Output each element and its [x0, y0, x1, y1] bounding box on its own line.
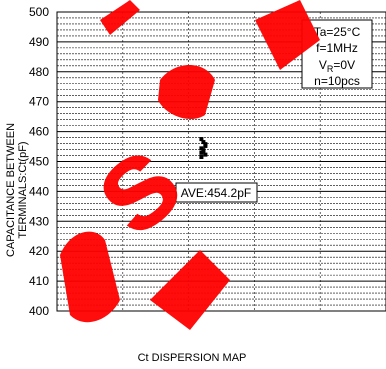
average-box: AVE:454.2pF [175, 182, 258, 203]
y-tick-label: 480 [29, 65, 49, 79]
y-tick-label: 440 [29, 184, 49, 198]
watermark-shape-lower-middle [150, 250, 230, 330]
data-points [199, 137, 208, 160]
y-axis-label-line2: TERMINALS:Ct(pF) [17, 141, 29, 238]
condition-vr-rest: =0V [333, 58, 355, 72]
data-point [201, 140, 206, 145]
data-point [199, 155, 204, 160]
y-tick-label: 490 [29, 35, 49, 49]
data-point [199, 137, 204, 142]
watermark-shape-lower-left [60, 231, 120, 323]
y-tick-label: 500 [29, 5, 49, 19]
condition-vr-sub: R [327, 64, 334, 74]
y-tick-labels: 400 410 420 430 440 450 460 470 480 490 500 [29, 5, 49, 318]
x-axis-label: Ct DISPERSION MAP [138, 352, 247, 364]
average-frame [175, 182, 258, 203]
watermark-shape-top [100, 0, 140, 35]
condition-vr: VR=0V [319, 58, 355, 74]
watermark: s [58, 0, 320, 330]
condition-vr-main: V [319, 58, 327, 72]
average-label: AVE:454.2pF [181, 186, 252, 200]
data-point [199, 150, 204, 155]
y-tick-label: 410 [29, 274, 49, 288]
data-point [201, 148, 206, 153]
y-tick-label: 400 [29, 304, 49, 318]
data-point [203, 142, 208, 147]
condition-ta: Ta=25°C [314, 25, 361, 39]
y-tick-label: 430 [29, 214, 49, 228]
data-point [203, 152, 208, 157]
condition-count: n=10pcs [314, 74, 360, 88]
condition-frequency: f=1MHz [316, 41, 358, 55]
plot-frame [56, 11, 386, 312]
y-tick-label: 470 [29, 95, 49, 109]
y-tick-label: 420 [29, 244, 49, 258]
watermark-shape-center [158, 65, 215, 120]
watermark-shape-upper-right [255, 0, 320, 70]
y-tick-label: 450 [29, 155, 49, 169]
y-tick-label: 460 [29, 125, 49, 139]
y-axis-label-line1: CAPACITANCE BETWEEN [5, 123, 17, 257]
